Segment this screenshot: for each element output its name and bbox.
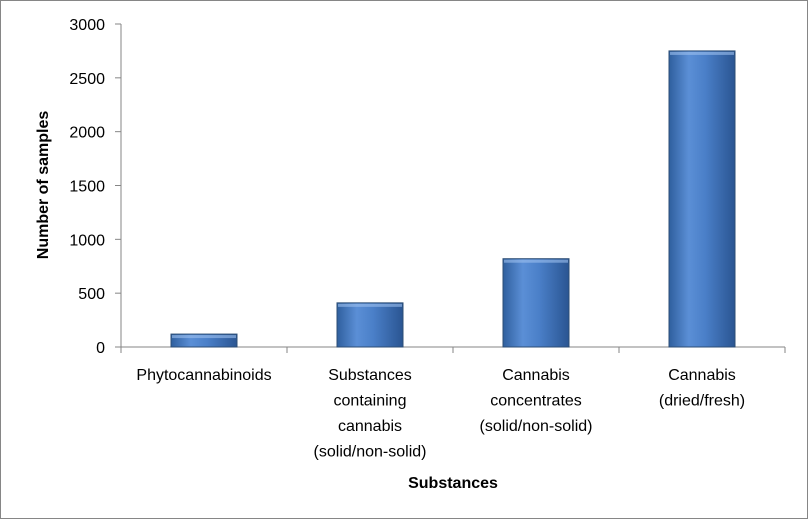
y-tick-label: 2000 <box>69 125 105 142</box>
bar-highlight <box>504 259 568 263</box>
x-tick-label: Cannabis concentrates (solid/non-solid) <box>480 367 593 435</box>
x-tick-label: Cannabis (dried/fresh) <box>659 367 745 410</box>
y-tick-label: 1500 <box>69 179 105 196</box>
y-tick-label: 0 <box>96 340 105 357</box>
category-labels: Phytocannabinoids Substances containing can… <box>136 367 745 461</box>
x-tick-label: Phytocannabinoids <box>136 367 271 384</box>
bar <box>502 258 570 348</box>
bar <box>336 302 404 348</box>
y-tick-label: 3000 <box>69 17 105 34</box>
bar-highlight <box>338 303 402 307</box>
y-tick-label: 2500 <box>69 71 105 88</box>
x-tick-label: Substances containing cannabis (solid/non-s… <box>314 367 427 461</box>
y-axis: 0 500 1000 1500 2000 2500 3000 <box>69 17 122 357</box>
x-axis <box>120 346 786 353</box>
bar <box>668 50 736 348</box>
x-axis-title: Substances <box>408 475 498 492</box>
y-tick-label: 500 <box>78 286 105 303</box>
y-tick-label: 1000 <box>69 232 105 249</box>
bars <box>170 50 736 348</box>
bar-highlight <box>670 51 734 55</box>
y-axis-title: Number of samples <box>35 111 52 260</box>
bar-highlight <box>172 335 236 339</box>
